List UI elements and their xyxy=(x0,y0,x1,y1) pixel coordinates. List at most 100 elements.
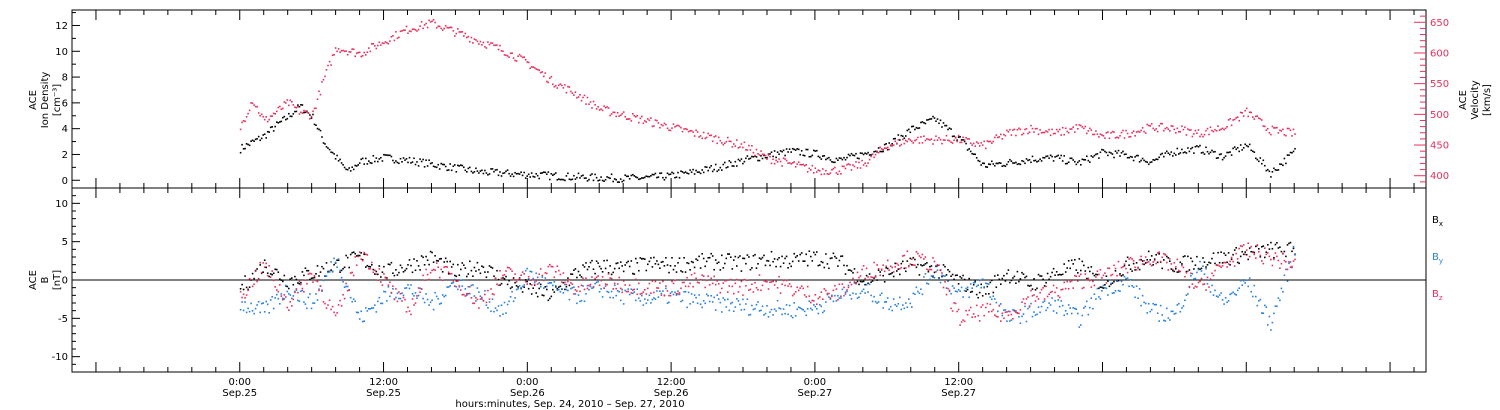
bx-point xyxy=(450,266,453,268)
by-point xyxy=(511,290,513,293)
bx-point xyxy=(488,265,491,267)
bx-point xyxy=(491,267,494,269)
bz-point xyxy=(950,307,952,310)
by-point xyxy=(294,290,296,293)
velocity-point xyxy=(1126,132,1129,135)
bx-point xyxy=(1239,255,1242,258)
by-point xyxy=(298,300,301,302)
bz-point xyxy=(432,268,435,271)
velocity-point xyxy=(297,105,299,108)
bz-point xyxy=(402,296,405,299)
velocity-point xyxy=(1235,117,1237,119)
by-point xyxy=(1089,306,1091,309)
density-point xyxy=(375,157,378,159)
velocity-point xyxy=(675,125,678,127)
by-point xyxy=(686,306,688,309)
velocity-point xyxy=(1046,131,1049,133)
velocity-point xyxy=(672,123,675,125)
bx-point xyxy=(312,277,314,279)
velocity-point xyxy=(1087,130,1090,132)
velocity-point xyxy=(1149,125,1151,127)
by-point xyxy=(1152,302,1154,305)
by-point xyxy=(802,309,804,311)
density-point xyxy=(1255,157,1257,160)
velocity-point xyxy=(865,165,868,167)
by-point xyxy=(1138,288,1141,290)
density-point xyxy=(1128,156,1130,159)
by-point xyxy=(601,296,604,298)
by-point xyxy=(485,304,488,306)
density-point xyxy=(660,172,663,174)
bz-point xyxy=(276,289,278,291)
velocity-point xyxy=(1212,130,1215,133)
bx-point xyxy=(444,257,447,260)
bx-point xyxy=(1221,262,1224,264)
velocity-point xyxy=(870,155,872,158)
density-point xyxy=(461,164,464,167)
bx-point xyxy=(269,273,272,275)
bx-point xyxy=(630,260,633,262)
bx-point xyxy=(1096,273,1099,276)
velocity-point xyxy=(387,42,390,45)
by-point xyxy=(917,290,919,293)
by-point xyxy=(291,297,293,300)
by-point xyxy=(785,304,788,306)
density-point xyxy=(868,154,871,156)
velocity-point xyxy=(847,163,850,165)
by-point xyxy=(880,292,883,295)
density-tick-label: 0 xyxy=(62,176,68,187)
velocity-point xyxy=(752,151,755,154)
bz-point xyxy=(616,283,619,285)
bx-point xyxy=(265,266,267,269)
bx-point xyxy=(1187,255,1189,258)
bz-point xyxy=(648,282,651,285)
density-point xyxy=(331,151,334,154)
bz-point xyxy=(1042,287,1044,289)
by-point xyxy=(966,286,969,289)
bz-point xyxy=(793,293,795,295)
by-point xyxy=(339,269,341,272)
velocity-point xyxy=(627,118,629,120)
bz-point xyxy=(880,268,883,271)
velocity-point xyxy=(1188,129,1191,131)
bz-point xyxy=(1027,296,1029,298)
bz-point xyxy=(1049,291,1052,294)
by-point xyxy=(297,299,299,302)
bx-point xyxy=(1218,261,1221,264)
by-point xyxy=(1135,285,1138,287)
density-point xyxy=(327,147,329,149)
by-point xyxy=(947,280,949,283)
bx-point xyxy=(282,280,284,283)
density-point xyxy=(998,162,1001,164)
velocity-point xyxy=(1147,124,1150,127)
bz-point xyxy=(829,297,832,299)
velocity-point xyxy=(251,102,254,104)
by-point xyxy=(1015,310,1017,312)
bx-point xyxy=(467,273,470,275)
density-point xyxy=(844,158,847,161)
bz-point xyxy=(802,287,804,290)
bx-point xyxy=(549,297,551,300)
bz-point xyxy=(1206,276,1209,279)
bz-point xyxy=(896,262,898,265)
density-point xyxy=(1061,160,1064,162)
bz-point xyxy=(671,280,673,283)
density-point xyxy=(488,173,491,175)
density-point xyxy=(820,158,823,160)
bx-point xyxy=(1042,278,1044,281)
density-point xyxy=(748,158,750,160)
bx-point xyxy=(1286,244,1289,246)
bx-point xyxy=(778,257,780,259)
velocity-point xyxy=(659,126,661,129)
by-point xyxy=(260,302,263,305)
bz-point xyxy=(1119,274,1121,276)
bx-point xyxy=(915,266,918,269)
velocity-point xyxy=(1132,130,1135,132)
bz-point xyxy=(627,290,629,293)
velocity-point xyxy=(280,108,283,110)
density-point xyxy=(619,178,622,180)
by-point xyxy=(591,287,593,289)
by-point xyxy=(994,298,996,300)
density-point xyxy=(1170,151,1173,153)
